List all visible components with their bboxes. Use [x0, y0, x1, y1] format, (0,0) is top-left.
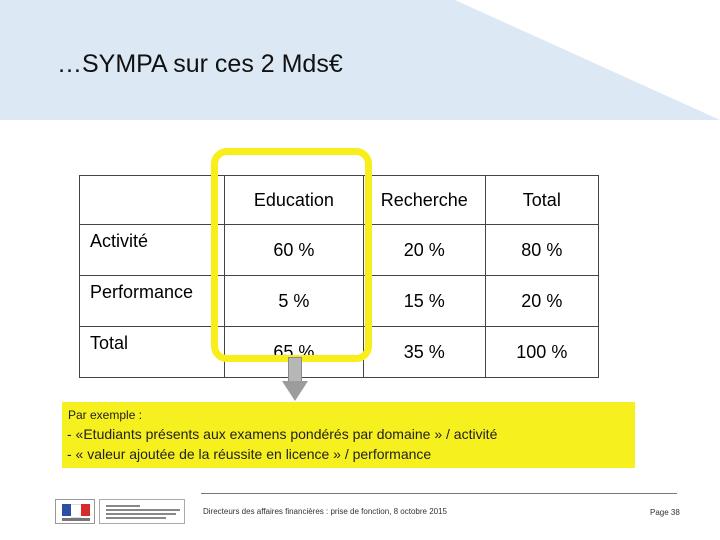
example-note-box: Par exemple : - «Etudiants présents aux …	[62, 402, 635, 468]
note-line: - «Etudiants présents aux examens pondér…	[67, 426, 498, 442]
note-line: - « valeur ajoutée de la réussite en lic…	[67, 446, 432, 462]
cell-value: 60 %	[223, 224, 364, 276]
header-education: Education	[223, 175, 364, 225]
footer-caption: Directeurs des affaires financières : pr…	[203, 507, 447, 516]
page-number: Page 38	[650, 508, 680, 517]
education-column-highlight	[211, 148, 372, 362]
table-corner-cell	[79, 175, 225, 225]
table-row: Performance 5 % 15 % 20 %	[79, 275, 600, 327]
row-label-activite: Activité	[79, 224, 225, 276]
down-arrow-shaft	[288, 357, 302, 383]
header-band-diagonal	[455, 0, 720, 120]
down-arrow-icon	[282, 381, 308, 401]
row-label-performance: Performance	[79, 275, 225, 327]
cell-value: 35 %	[362, 326, 486, 378]
republique-francaise-logo-icon	[55, 499, 95, 524]
slide-title: …SYMPA sur ces 2 Mds€	[57, 50, 343, 78]
footer-divider	[201, 493, 677, 494]
row-label-total: Total	[79, 326, 225, 378]
header-recherche: Recherche	[362, 175, 486, 225]
cell-value: 15 %	[362, 275, 486, 327]
cell-value: 80 %	[484, 224, 600, 276]
table-header-row: Education Recherche Total	[79, 175, 600, 225]
table-row: Total 65 % 35 % 100 %	[79, 326, 600, 378]
table-row: Activité 60 % 20 % 80 %	[79, 224, 600, 276]
cell-value: 20 %	[484, 275, 600, 327]
cell-value: 100 %	[484, 326, 600, 378]
cell-value: 20 %	[362, 224, 486, 276]
ministry-logo	[55, 499, 185, 524]
allocation-table: Education Recherche Total Activité 60 % …	[79, 175, 600, 378]
ministry-name-block	[99, 499, 185, 524]
header-total: Total	[484, 175, 600, 225]
note-label: Par exemple :	[68, 408, 143, 422]
